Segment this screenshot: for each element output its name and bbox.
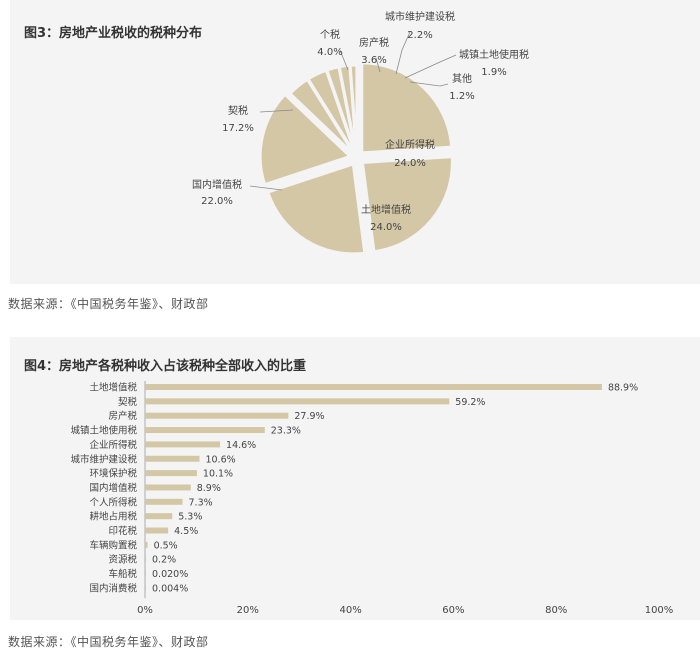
bar-chart-panel: 图4：房地产各税种收入占该税种全部收入的比重 土地增值税 88.9% 契税 59.2%… bbox=[10, 337, 700, 620]
bar-value-resource-tax: 0.2% bbox=[152, 555, 176, 566]
pie-value-land-appreciation-tax: 24.0% bbox=[370, 222, 402, 233]
bar-value-domestic-vat: 8.9% bbox=[197, 483, 221, 494]
pie-value-property-tax: 3.6% bbox=[361, 55, 386, 66]
bar-category-deed-tax: 契税 bbox=[118, 396, 138, 408]
bar-category-domestic-vat: 国内增值税 bbox=[89, 482, 137, 494]
pie-label-corporate-income-tax: 企业所得税 bbox=[385, 138, 435, 151]
pie-leader-urban-land-use-tax bbox=[404, 54, 457, 79]
bar-category-urban-land-use-tax: 城镇土地使用税 bbox=[70, 425, 137, 437]
pie-chart: 企业所得税 24.0% 土地增值税 24.0% 国内增值税 22.0% 契税 17.2% 个税 4… bbox=[192, 10, 529, 256]
bar-category-consumption-tax: 国内消费税 bbox=[89, 582, 137, 594]
bar-vehicle-purchase-tax bbox=[145, 541, 148, 548]
bar-value-consumption-tax: 0.004% bbox=[152, 583, 188, 594]
bar-farmland-occupation-tax bbox=[145, 513, 173, 520]
source-note-1: 数据来源：《中国税务年鉴》、财政部 bbox=[8, 297, 209, 311]
bar-xtick-60: 60% bbox=[442, 605, 464, 616]
pie-leader-other bbox=[409, 81, 449, 87]
pie-slice-deed-tax bbox=[258, 92, 354, 187]
pie-leader-deed-tax bbox=[259, 109, 294, 113]
pie-value-individual-income-tax: 4.0% bbox=[317, 47, 342, 58]
bar-value-farmland-occupation-tax: 5.3% bbox=[178, 512, 202, 523]
bar-xtick-20: 20% bbox=[237, 605, 259, 616]
bar-xtick-0: 0% bbox=[137, 605, 153, 616]
bar-chart: 土地增值税 88.9% 契税 59.2% 房产税 27.9% 城镇土地使用税 23.3% 企业所… bbox=[70, 381, 674, 616]
source-note-2: 数据来源：《中国税务年鉴》、财政部 bbox=[8, 635, 209, 649]
bar-value-property-tax: 27.9% bbox=[294, 411, 324, 422]
pie-value-corporate-income-tax: 24.0% bbox=[394, 158, 426, 169]
bar-value-urban-maintenance-tax: 10.6% bbox=[205, 454, 235, 465]
pie-slice-domestic-vat bbox=[265, 161, 367, 256]
pie-chart-panel: 图3：房地产业税收的税种分布 企业所得税 24.0% 土地增值税 24.0% 国内增值税… bbox=[10, 0, 700, 284]
bar-category-farmland-occupation-tax: 耕地占用税 bbox=[89, 511, 137, 523]
bar-category-urban-maintenance-tax: 城市维护建设税 bbox=[70, 453, 137, 465]
bar-value-vehicle-vessel-tax: 0.020% bbox=[152, 569, 188, 580]
bar-chart-title: 图4：房地产各税种收入占该税种全部收入的比重 bbox=[24, 359, 307, 374]
pie-leader-domestic-vat bbox=[249, 185, 283, 191]
bar-urban-maintenance-tax bbox=[145, 455, 200, 462]
bar-resource-tax bbox=[145, 556, 147, 563]
pie-label-individual-income-tax: 个税 bbox=[320, 28, 340, 41]
bar-environmental-tax bbox=[145, 470, 197, 477]
pie-value-urban-maintenance-tax: 2.2% bbox=[407, 30, 432, 41]
bar-stamp-tax bbox=[145, 527, 169, 534]
pie-label-urban-maintenance-tax: 城市维护建设税 bbox=[385, 10, 455, 23]
bar-category-stamp-tax: 印花税 bbox=[108, 525, 137, 537]
pie-slice-land-appreciation-tax bbox=[360, 155, 454, 254]
bar-property-tax bbox=[145, 412, 289, 419]
bar-category-vehicle-vessel-tax: 车船税 bbox=[108, 568, 137, 580]
bar-category-environmental-tax: 环境保护税 bbox=[89, 468, 137, 480]
pie-value-urban-land-use-tax: 1.9% bbox=[481, 67, 506, 78]
bar-vehicle-vessel-tax bbox=[145, 570, 146, 577]
bar-deed-tax bbox=[145, 398, 450, 405]
bar-individual-income-tax bbox=[145, 498, 183, 505]
pie-value-deed-tax: 17.2% bbox=[222, 123, 254, 134]
bar-category-individual-income-tax: 个人所得税 bbox=[89, 496, 137, 508]
pie-leader-urban-maintenance-tax bbox=[395, 31, 411, 75]
pie-slice-corporate-income-tax bbox=[360, 61, 454, 155]
bar-domestic-vat bbox=[145, 484, 191, 491]
bar-xtick-100: 100% bbox=[645, 605, 674, 616]
bar-value-land-appreciation-tax: 88.9% bbox=[608, 383, 638, 394]
bar-category-property-tax: 房产税 bbox=[108, 410, 137, 422]
bar-category-vehicle-purchase-tax: 车辆购置税 bbox=[89, 539, 137, 551]
pie-leader-individual-income-tax bbox=[339, 49, 349, 71]
pie-leader-property-tax bbox=[375, 57, 381, 73]
bar-category-land-appreciation-tax: 土地增值税 bbox=[89, 382, 137, 394]
pie-chart-title: 图3：房地产业税收的税种分布 bbox=[24, 26, 203, 41]
pie-label-land-appreciation-tax: 土地增值税 bbox=[361, 203, 411, 216]
bar-urban-land-use-tax bbox=[145, 427, 265, 434]
bar-value-stamp-tax: 4.5% bbox=[174, 526, 198, 537]
bar-category-corporate-income-tax: 企业所得税 bbox=[89, 439, 137, 451]
bar-value-deed-tax: 59.2% bbox=[455, 397, 485, 408]
bar-xtick-40: 40% bbox=[339, 605, 361, 616]
bar-land-appreciation-tax bbox=[145, 384, 602, 390]
bar-xtick-80: 80% bbox=[545, 605, 567, 616]
bar-value-individual-income-tax: 7.3% bbox=[189, 497, 213, 508]
bar-category-resource-tax: 资源税 bbox=[108, 554, 137, 566]
bar-value-urban-land-use-tax: 23.3% bbox=[271, 426, 301, 437]
pie-slice-other bbox=[348, 63, 359, 156]
bar-value-vehicle-purchase-tax: 0.5% bbox=[154, 540, 178, 551]
pie-label-property-tax: 房产税 bbox=[359, 36, 389, 49]
pie-value-other: 1.2% bbox=[449, 91, 474, 102]
bar-consumption-tax bbox=[145, 584, 146, 591]
pie-label-deed-tax: 契税 bbox=[228, 104, 248, 117]
pie-value-domestic-vat: 22.0% bbox=[201, 196, 233, 207]
pie-label-urban-land-use-tax: 城镇土地使用税 bbox=[459, 48, 529, 61]
bar-value-environmental-tax: 10.1% bbox=[203, 469, 233, 480]
pie-label-domestic-vat: 国内增值税 bbox=[192, 178, 242, 191]
bar-corporate-income-tax bbox=[145, 441, 221, 448]
bar-value-corporate-income-tax: 14.6% bbox=[226, 440, 256, 451]
pie-label-other: 其他 bbox=[452, 72, 472, 85]
